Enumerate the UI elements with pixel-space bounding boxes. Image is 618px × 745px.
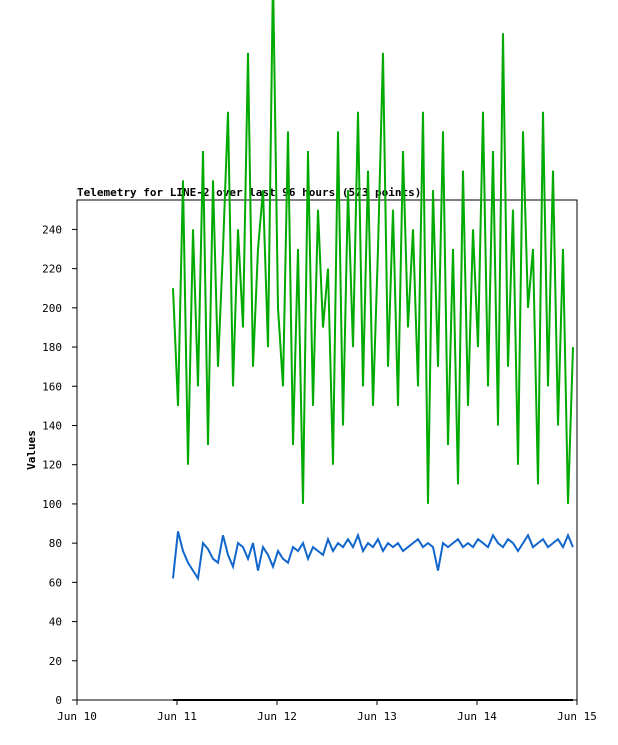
y-tick-label: 20 xyxy=(49,655,62,668)
y-tick-label: 240 xyxy=(42,223,62,236)
y-tick-label: 140 xyxy=(42,419,62,432)
y-tick-label: 40 xyxy=(49,616,62,629)
y-tick-label: 120 xyxy=(42,459,62,472)
y-tick-label: 160 xyxy=(42,380,62,393)
y-tick-label: 100 xyxy=(42,498,62,511)
y-tick-label: 60 xyxy=(49,576,62,589)
series-line xyxy=(172,0,574,504)
y-tick-label: 0 xyxy=(55,694,62,707)
chart-title: Telemetry for LINE-2 over last 96 hours … xyxy=(77,186,421,199)
x-tick-label: Jun 14 xyxy=(457,710,497,723)
y-tick-label: 220 xyxy=(42,263,62,276)
x-tick-label: Jun 15 xyxy=(557,710,597,723)
y-axis-label: Values xyxy=(25,430,38,470)
y-tick-label: 80 xyxy=(49,537,62,550)
x-tick-label: Jun 13 xyxy=(357,710,397,723)
x-tick-label: Jun 10 xyxy=(57,710,97,723)
y-tick-label: 200 xyxy=(42,302,62,315)
y-tick-label: 180 xyxy=(42,341,62,354)
series-line xyxy=(172,531,574,582)
x-tick-label: Jun 11 xyxy=(157,710,197,723)
x-tick-label: Jun 12 xyxy=(257,710,297,723)
